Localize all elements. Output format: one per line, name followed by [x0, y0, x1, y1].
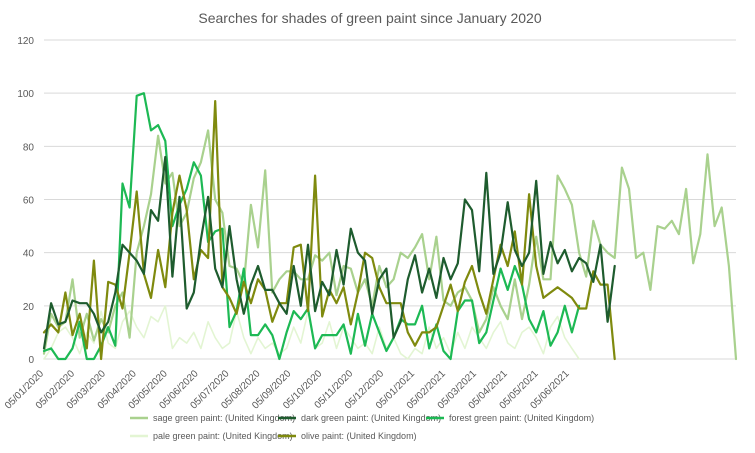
y-axis-ticks: 0 20 40 60 80 100 120 [17, 36, 34, 366]
legend-label: pale green paint: (United Kingdom) [153, 431, 293, 441]
series-line-1 [42, 155, 616, 350]
legend-label: olive paint: (United Kingdom) [301, 431, 417, 441]
legend-label: dark green paint: (United Kingdom) [301, 413, 441, 423]
legend-label: sage green paint: (United Kingdom) [153, 413, 295, 423]
y-tick-label: 100 [17, 89, 34, 100]
y-tick-label: 20 [23, 302, 35, 313]
legend: sage green paint: (United Kingdom) dark g… [130, 413, 594, 441]
y-tick-label: 60 [23, 196, 35, 207]
y-tick-label: 80 [23, 142, 35, 153]
series-layer [42, 92, 738, 361]
chart-title: Searches for shades of green paint since… [198, 10, 541, 26]
x-axis-ticks: 05/01/202005/02/202005/03/202005/04/2020… [3, 368, 572, 411]
legend-label: forest green paint: (United Kingdom) [449, 413, 594, 423]
y-tick-label: 0 [28, 355, 34, 366]
series-line-2 [42, 92, 581, 361]
series-line-0 [42, 129, 738, 361]
y-tick-label: 120 [17, 36, 34, 47]
y-tick-label: 40 [23, 249, 35, 260]
